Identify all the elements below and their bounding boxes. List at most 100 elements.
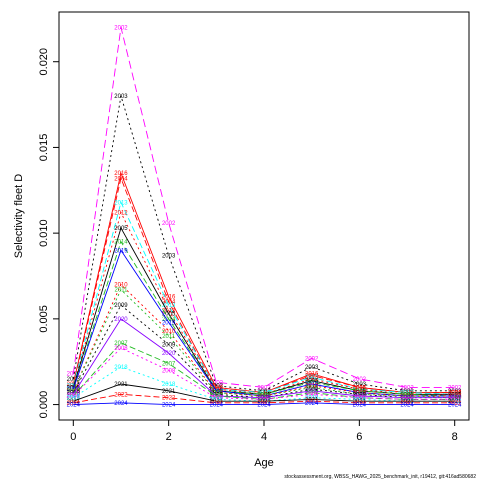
data-label: 2019	[210, 389, 224, 395]
data-label: 2024	[257, 403, 271, 409]
data-label: 2004	[114, 176, 128, 182]
data-label: 2019	[353, 391, 367, 397]
series-line	[72, 288, 455, 399]
data-label: 2010	[210, 391, 224, 397]
data-label: 2008	[162, 368, 176, 374]
series-line	[72, 318, 455, 399]
data-label: 2005	[210, 389, 224, 395]
data-label: 2016	[114, 171, 128, 177]
data-label: 2011	[115, 288, 129, 294]
y-tick-label: 0.010	[38, 219, 50, 247]
data-label: 2003	[400, 389, 414, 395]
data-label: 2005	[162, 312, 176, 318]
x-axis: 0 2 4 6 8	[70, 419, 458, 443]
data-label: 2009	[400, 396, 414, 402]
series-line	[72, 240, 455, 397]
data-label: 2021	[162, 389, 176, 395]
data-label: 2018	[448, 399, 462, 405]
data-label: 2009	[353, 392, 367, 398]
footer-caption: stockassessment.org, WBSS_HAWG_2025_benc…	[284, 474, 476, 480]
data-label: 2003	[162, 253, 176, 259]
data-label: 2009	[257, 396, 271, 402]
data-label: 2018	[353, 397, 367, 403]
data-label: 2002	[210, 380, 224, 386]
data-label: 2014	[114, 240, 128, 246]
data-label: 2022	[162, 396, 176, 402]
data-label: 2011	[305, 385, 319, 391]
data-label: 2013	[353, 387, 367, 393]
x-tick-label: 8	[452, 431, 458, 443]
data-label: 2022	[448, 401, 462, 407]
data-label: 2018	[305, 396, 319, 402]
data-label: 2010	[162, 329, 176, 335]
data-label: 2009	[162, 343, 176, 349]
data-label: 2014	[162, 317, 176, 323]
data-label: 2003	[210, 384, 224, 390]
data-label: 2004	[210, 387, 224, 393]
data-label: 2002	[114, 25, 128, 31]
y-tick-label: 0.005	[38, 305, 50, 333]
data-label: 2002	[257, 385, 271, 391]
data-label: 2013	[162, 303, 176, 309]
data-label: 2012	[210, 387, 224, 393]
series-line	[72, 347, 455, 400]
data-label: 2004	[448, 391, 462, 397]
data-label: 2007	[114, 341, 128, 347]
data-label: 2021	[114, 382, 128, 388]
series-line	[72, 249, 455, 397]
data-label: 2002	[353, 377, 367, 383]
data-label: 2018	[67, 396, 81, 402]
data-label: 2024	[305, 401, 319, 407]
data-label: 2003	[353, 382, 367, 388]
data-label: 2002	[400, 385, 414, 391]
data-label: 2019	[448, 394, 462, 400]
data-label: 2005	[305, 379, 319, 385]
series-line	[72, 283, 455, 397]
data-label: 2010	[400, 394, 414, 400]
data-label: 2024	[210, 403, 224, 409]
data-label: 2022	[257, 401, 271, 407]
data-label: 2016	[162, 295, 176, 301]
data-label: 2020	[114, 317, 128, 323]
data-label: 2022	[114, 392, 128, 398]
data-label: 2014	[400, 392, 414, 398]
data-label: 2005	[114, 226, 128, 232]
data-label: 2012	[353, 387, 367, 393]
series-line	[73, 393, 455, 404]
y-tick-label: 0.020	[38, 48, 50, 76]
data-label: 2012	[257, 392, 271, 398]
data-label: 2009	[210, 392, 224, 398]
series-line	[72, 176, 455, 394]
data-label: 2013	[210, 387, 224, 393]
data-label: 2020	[162, 351, 176, 357]
data-label: 2004	[400, 391, 414, 397]
data-label: 2003	[114, 94, 128, 100]
series-line	[72, 171, 455, 394]
data-label: 2016	[353, 385, 367, 391]
data-label: 2002	[162, 221, 176, 227]
data-label: 2004	[353, 385, 367, 391]
series-line	[72, 27, 455, 388]
x-tick-label: 0	[70, 431, 76, 443]
data-label: 2014	[257, 392, 271, 398]
series-line	[73, 383, 455, 402]
data-label: 2024	[353, 403, 367, 409]
data-label: 2024	[114, 401, 128, 407]
data-label: 2013	[400, 391, 414, 397]
data-label: 2014	[448, 394, 462, 400]
data-label: 2012	[305, 377, 319, 383]
data-label: 2010	[305, 384, 319, 390]
data-label: 2022	[305, 399, 319, 405]
data-label: 2008	[353, 396, 367, 402]
data-label: 2004	[257, 391, 271, 397]
data-label: 2010	[448, 394, 462, 400]
data-label: 2008	[305, 392, 319, 398]
data-label: 2005	[353, 389, 367, 395]
data-label: 2019	[114, 248, 128, 254]
data-label: 2021	[67, 399, 81, 405]
data-label: 2010	[114, 283, 128, 289]
series-2021: 2021 2021 2021 2021 2021 2021 2021 2021 2021	[67, 382, 462, 405]
